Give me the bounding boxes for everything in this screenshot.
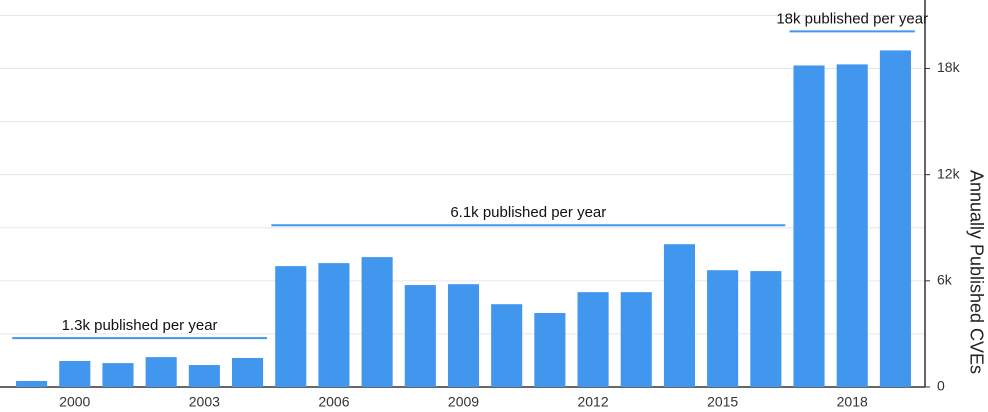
bar [361, 257, 393, 387]
x-tick-label: 2006 [318, 394, 349, 410]
bar [879, 50, 911, 387]
bar [447, 284, 480, 387]
bar [620, 292, 652, 387]
bar [16, 380, 48, 387]
bar [102, 363, 134, 387]
x-tick-label: 2000 [59, 394, 90, 410]
bar [59, 360, 91, 387]
bar [145, 357, 177, 387]
annotation-text: 1.3k published per year [62, 317, 218, 334]
x-tick-label: 2018 [837, 394, 868, 410]
x-tick-label: 2012 [577, 394, 608, 410]
bar [318, 263, 350, 387]
y-tick-label: 12k [937, 165, 961, 181]
x-tick-label: 2009 [448, 394, 479, 410]
bar [491, 304, 523, 387]
bar [577, 292, 609, 387]
bar [188, 365, 220, 387]
bar [836, 64, 868, 388]
bar [404, 285, 436, 387]
bar [793, 65, 825, 387]
annotation-text: 18k published per year [776, 10, 928, 27]
bar [663, 244, 696, 387]
bar [534, 313, 566, 387]
bar [707, 270, 739, 387]
y-tick-label: 0 [937, 378, 945, 394]
bar [275, 266, 307, 387]
y-axis-label: Annually Published CVEs [966, 170, 986, 374]
annotation-text: 6.1k published per year [450, 204, 606, 221]
bar [750, 271, 782, 387]
x-tick-label: 2003 [189, 394, 220, 410]
y-tick-label: 18k [937, 59, 961, 75]
x-tick-label: 2015 [707, 394, 738, 410]
bar [231, 357, 264, 387]
y-tick-label: 6k [937, 272, 953, 288]
